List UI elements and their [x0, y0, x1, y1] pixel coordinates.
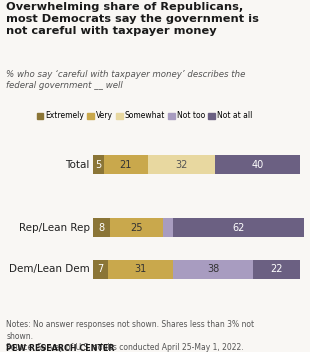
Text: PEW RESEARCH CENTER: PEW RESEARCH CENTER [6, 344, 115, 352]
Bar [93, 260, 108, 279]
Bar [173, 260, 253, 279]
Bar [215, 155, 299, 174]
Text: 31: 31 [134, 264, 147, 275]
Text: 25: 25 [130, 222, 143, 233]
Text: Overwhelming share of Republicans,
most Democrats say the government is
not care: Overwhelming share of Republicans, most … [6, 2, 259, 36]
Text: 5: 5 [95, 160, 101, 170]
Text: 40: 40 [251, 160, 264, 170]
Text: 22: 22 [270, 264, 283, 275]
Text: Rep/Lean Rep: Rep/Lean Rep [19, 222, 90, 233]
Text: 8: 8 [98, 222, 104, 233]
Text: Dem/Lean Dem: Dem/Lean Dem [9, 264, 90, 275]
Bar [173, 218, 304, 237]
Legend: Extremely, Very, Somewhat, Not too, Not at all: Extremely, Very, Somewhat, Not too, Not … [33, 108, 256, 124]
Text: Total: Total [65, 160, 90, 170]
Bar [148, 155, 215, 174]
Bar [104, 155, 148, 174]
Text: 38: 38 [207, 264, 219, 275]
Bar [108, 260, 173, 279]
Bar [162, 218, 173, 237]
Text: 32: 32 [175, 160, 188, 170]
Text: 21: 21 [119, 160, 132, 170]
Text: 7: 7 [97, 264, 104, 275]
Text: 62: 62 [232, 222, 245, 233]
Text: Notes: No answer responses not shown. Shares less than 3% not
shown.
Source: Sur: Notes: No answer responses not shown. Sh… [6, 320, 254, 352]
Bar [253, 260, 299, 279]
Bar [110, 218, 162, 237]
Text: % who say ‘careful with taxpayer money’ describes the
federal government __ well: % who say ‘careful with taxpayer money’ … [6, 70, 246, 90]
Bar [93, 218, 110, 237]
Bar [93, 155, 104, 174]
